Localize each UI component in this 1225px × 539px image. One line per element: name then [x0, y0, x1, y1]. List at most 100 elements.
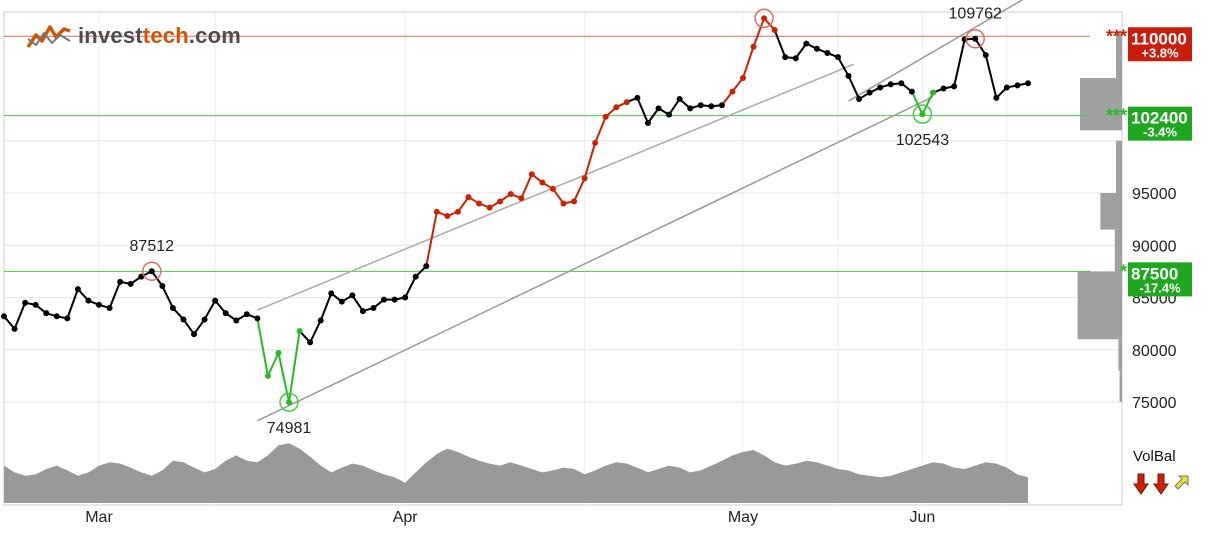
price-point [613, 104, 620, 111]
price-point [180, 316, 187, 323]
price-segment [520, 173, 533, 199]
red-down-arrow-icon [1153, 473, 1169, 495]
price-segment [425, 211, 438, 267]
price-point [761, 15, 768, 22]
price-segment [319, 292, 333, 321]
price-point [117, 278, 124, 285]
price-segment [647, 107, 660, 124]
price-segment [66, 288, 79, 319]
y-tick-label: 95000 [1132, 186, 1177, 203]
price-point [328, 290, 335, 297]
price-point [518, 195, 525, 202]
volume-profile-bar [1116, 31, 1122, 79]
price-segment [752, 17, 766, 48]
volume-profile-bar [1118, 339, 1122, 371]
price-point [1014, 82, 1021, 89]
price-point [22, 299, 29, 306]
price-point [1003, 84, 1010, 91]
volume-profile-bar [1100, 193, 1122, 230]
level-stars: *** [1106, 106, 1127, 126]
price-point [539, 179, 546, 186]
price-point [317, 317, 324, 324]
price-point [254, 315, 261, 322]
investtech-logo-icon [26, 25, 71, 48]
price-point [444, 212, 451, 219]
price-point [887, 81, 894, 88]
price-segment [457, 196, 470, 213]
price-point [212, 297, 219, 304]
price-point [750, 43, 757, 50]
price-point [454, 208, 461, 215]
price-point [359, 308, 366, 315]
price-point [338, 298, 345, 305]
volume-balance-area [4, 443, 1028, 503]
y-tick-label: 80000 [1132, 343, 1177, 360]
price-point [433, 208, 440, 215]
price-point [138, 273, 145, 280]
price-segment [794, 42, 808, 59]
price-segment [668, 98, 681, 116]
volume-profile-bar [1080, 78, 1122, 131]
level-price-box [1128, 262, 1192, 297]
trend-channel-lower [257, 96, 934, 422]
price-segment [921, 92, 934, 115]
y-tick-label: 90000 [1132, 238, 1177, 255]
price-point [370, 304, 377, 311]
price-point [929, 89, 936, 96]
price-point [782, 54, 789, 61]
price-point [845, 72, 852, 79]
price-segment [161, 285, 174, 309]
price-point [644, 119, 651, 126]
extreme-marker [142, 261, 162, 281]
price-point [53, 313, 60, 320]
price-point [687, 105, 694, 112]
level-pct-label: -3.4% [1143, 125, 1177, 140]
price-point [64, 315, 71, 322]
price-point [349, 292, 356, 299]
price-segment [404, 276, 417, 298]
price-point [898, 80, 905, 87]
price-point [148, 268, 155, 275]
level-price-box [1128, 106, 1192, 141]
price-point [972, 35, 979, 42]
price-segment [108, 281, 122, 309]
level-price-label: 87500 [1131, 264, 1178, 283]
price-point [739, 75, 746, 82]
price-point [32, 301, 39, 308]
price-point [85, 297, 92, 304]
price-point [402, 294, 409, 301]
price-segment [594, 116, 607, 144]
extreme-label: 74981 [267, 420, 312, 437]
price-point [233, 317, 240, 324]
extreme-marker [965, 28, 985, 49]
price-segment [182, 318, 195, 335]
price-point [507, 191, 514, 198]
level-price-box [1128, 27, 1192, 62]
price-point [1025, 80, 1031, 87]
price-segment [953, 39, 966, 87]
volbal-label: VolBal [1133, 448, 1176, 465]
volbal-icons [1133, 473, 1203, 495]
price-segment [552, 188, 565, 205]
logo-text: investtech.com [78, 23, 241, 48]
price-point [465, 194, 472, 201]
price-point [381, 296, 388, 303]
price-point [486, 204, 493, 211]
trend-channel-upper [257, 63, 855, 311]
price-point [697, 102, 704, 109]
price-point [43, 310, 50, 317]
level-pct-label: -17.4% [1139, 280, 1181, 295]
price-point [993, 94, 1000, 101]
level-stars: *** [1106, 26, 1127, 46]
price-point [264, 372, 271, 379]
price-segment [203, 300, 217, 320]
price-point [718, 102, 725, 109]
volume-balance-indicator: VolBal [1133, 448, 1203, 495]
price-point [1, 313, 7, 320]
price-point [296, 327, 303, 334]
plot-frame [3, 11, 1123, 506]
price-segment [13, 302, 27, 330]
level-pct-label: +3.8% [1141, 45, 1179, 60]
volume-profile-bar [1077, 271, 1122, 340]
price-point [127, 280, 134, 287]
